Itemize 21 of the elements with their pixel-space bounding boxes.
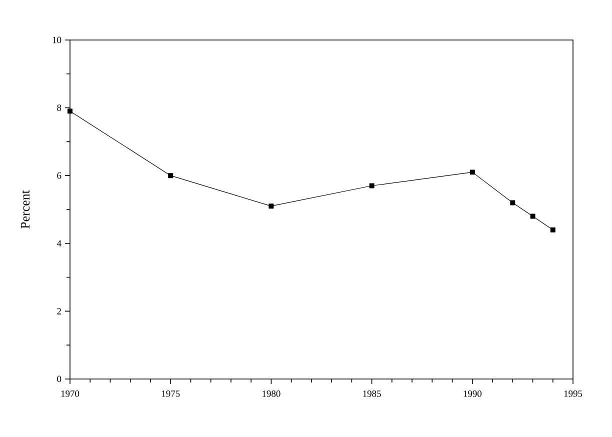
x-tick-label: 1970 <box>61 390 80 397</box>
x-tick-label: 1980 <box>262 390 280 397</box>
point <box>470 170 475 175</box>
y-axis-title: Percent <box>20 190 30 229</box>
x-tick-label: 1975 <box>162 390 180 397</box>
x-tick-label: 1985 <box>363 390 381 397</box>
point <box>530 214 536 219</box>
point <box>268 204 274 209</box>
y-tick-label: 4 <box>56 240 62 246</box>
y-tick-label: 0 <box>57 376 62 382</box>
point <box>550 227 556 232</box>
x-tick-label: 1990 <box>464 390 482 397</box>
point <box>168 173 174 178</box>
y-tick-label: 8 <box>57 104 62 111</box>
point <box>68 108 72 114</box>
y-tick-label: 2 <box>57 308 61 314</box>
point <box>510 200 516 206</box>
y-tick-label: 6 <box>57 172 62 179</box>
y-tick-label: 10 <box>52 36 62 44</box>
x-tick-label: 1995 <box>564 390 582 397</box>
point <box>369 183 374 188</box>
